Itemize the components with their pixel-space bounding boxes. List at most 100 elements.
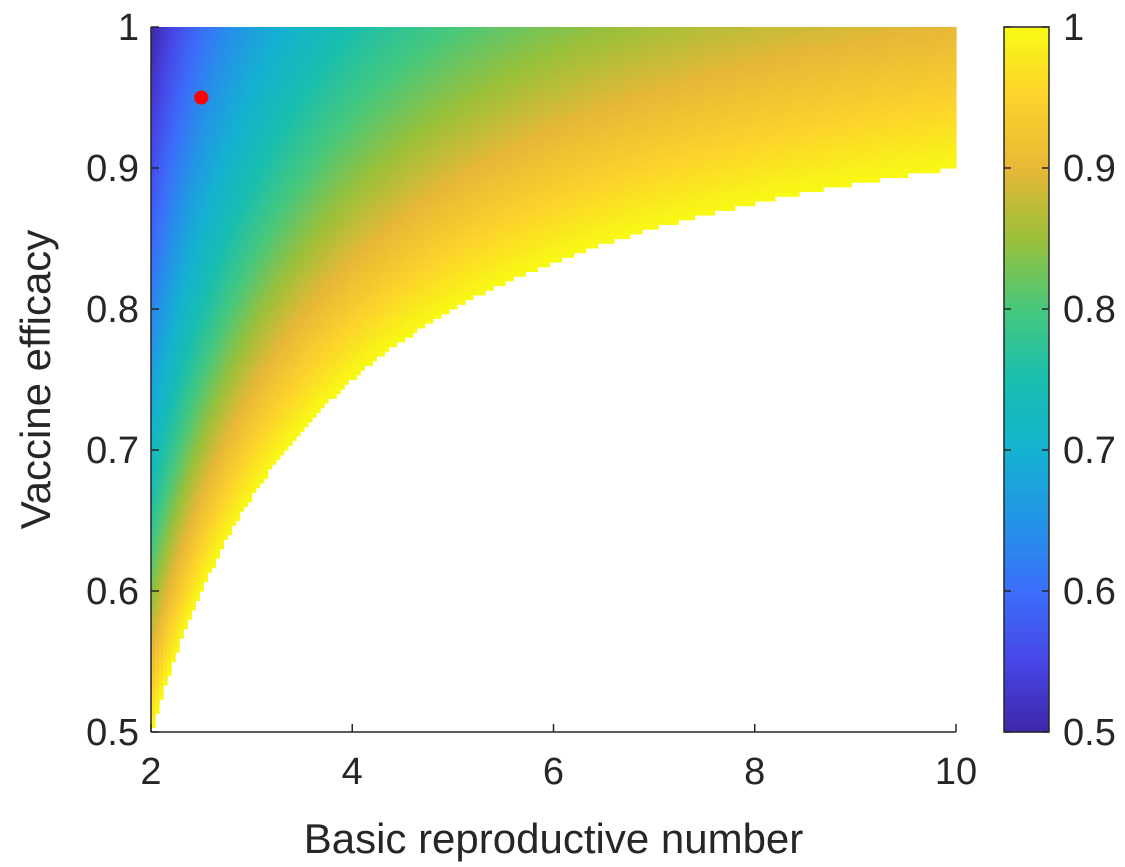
heatmap-cell: [195, 149, 200, 154]
heatmap-cell: [167, 55, 172, 60]
heatmap-cell: [288, 112, 293, 117]
heatmap-cell: [260, 267, 265, 272]
heatmap-cell: [264, 201, 269, 206]
heatmap-cell: [264, 51, 269, 56]
heatmap-cell: [179, 309, 184, 314]
heatmap-cell: [183, 248, 188, 253]
heatmap-cell: [179, 380, 184, 385]
heatmap-cell: [171, 55, 176, 60]
heatmap-cell: [199, 215, 204, 220]
heatmap-cell: [203, 568, 208, 573]
heatmap-cell: [219, 525, 224, 530]
heatmap-cell: [199, 516, 204, 521]
heatmap-cell: [324, 257, 329, 262]
heatmap-cell: [219, 224, 224, 229]
heatmap-cell: [316, 65, 321, 70]
heatmap-cell: [308, 32, 313, 37]
heatmap-cell: [232, 79, 237, 84]
heatmap-cell: [211, 530, 216, 535]
heatmap-cell: [171, 615, 176, 620]
heatmap-cell: [308, 187, 313, 192]
heatmap-cell: [296, 65, 301, 70]
heatmap-cell: [175, 215, 180, 220]
heatmap-cell: [304, 46, 309, 51]
heatmap-cell: [292, 436, 297, 441]
heatmap-cell: [155, 492, 160, 497]
heatmap-cell: [300, 145, 305, 150]
heatmap-cell: [308, 65, 313, 70]
heatmap-cell: [308, 79, 313, 84]
heatmap-cell: [159, 384, 164, 389]
heatmap-cell: [236, 83, 241, 88]
heatmap-cell: [159, 98, 164, 103]
heatmap-cell: [316, 375, 321, 380]
heatmap-cell: [175, 281, 180, 286]
heatmap-cell: [191, 27, 196, 32]
heatmap-cell: [163, 389, 168, 394]
heatmap-cell: [167, 318, 172, 323]
heatmap-cell: [191, 257, 196, 262]
heatmap-cell: [236, 398, 241, 403]
heatmap-cell: [248, 342, 253, 347]
heatmap-cell: [260, 337, 265, 342]
heatmap-cell: [312, 140, 317, 145]
heatmap-cell: [215, 257, 220, 262]
heatmap-cell: [308, 168, 313, 173]
heatmap-cell: [191, 318, 196, 323]
heatmap-cell: [296, 168, 301, 173]
heatmap-cell: [280, 234, 285, 239]
heatmap-cell: [240, 46, 245, 51]
heatmap-cell: [264, 267, 269, 272]
heatmap-cell: [211, 431, 216, 436]
heatmap-cell: [203, 290, 208, 295]
heatmap-cell: [316, 398, 321, 403]
heatmap-cell: [159, 253, 164, 258]
heatmap-cell: [288, 74, 293, 79]
heatmap-cell: [203, 488, 208, 493]
heatmap-cell: [276, 201, 281, 206]
heatmap-cell: [223, 55, 228, 60]
heatmap-cell: [296, 159, 301, 164]
heatmap-cell: [292, 41, 297, 46]
heatmap-cell: [199, 257, 204, 262]
heatmap-cell: [163, 384, 168, 389]
heatmap-cell: [300, 239, 305, 244]
heatmap-cell: [292, 140, 297, 145]
heatmap-cell: [191, 79, 196, 84]
heatmap-cell: [296, 318, 301, 323]
heatmap-cell: [296, 408, 301, 413]
heatmap-cell: [191, 389, 196, 394]
heatmap-cell: [223, 177, 228, 182]
heatmap-cell: [203, 445, 208, 450]
heatmap-cell: [252, 135, 257, 140]
heatmap-cell: [183, 201, 188, 206]
heatmap-cell: [276, 210, 281, 215]
heatmap-cell: [264, 445, 269, 450]
heatmap-cell: [336, 192, 341, 197]
heatmap-cell: [163, 93, 168, 98]
heatmap-cell: [252, 79, 257, 84]
heatmap-cell: [175, 177, 180, 182]
heatmap-cell: [292, 262, 297, 267]
heatmap-cell: [272, 36, 277, 41]
heatmap-cell: [191, 281, 196, 286]
heatmap-cell: [195, 286, 200, 291]
heatmap-cell: [199, 361, 204, 366]
heatmap-cell: [236, 224, 241, 229]
heatmap-cell: [272, 375, 277, 380]
heatmap-cell: [159, 506, 164, 511]
heatmap-cell: [328, 309, 333, 314]
heatmap-cell: [179, 525, 184, 530]
heatmap-cell: [236, 380, 241, 385]
heatmap-cell: [199, 239, 204, 244]
heatmap-cell: [155, 60, 160, 65]
heatmap-cell: [195, 318, 200, 323]
heatmap-cell: [244, 286, 249, 291]
heatmap-cell: [316, 380, 321, 385]
heatmap-cell: [223, 276, 228, 281]
heatmap-cell: [163, 436, 168, 441]
heatmap-cell: [288, 257, 293, 262]
heatmap-cell: [332, 333, 337, 338]
heatmap-cell: [244, 116, 249, 121]
heatmap-cell: [328, 356, 333, 361]
